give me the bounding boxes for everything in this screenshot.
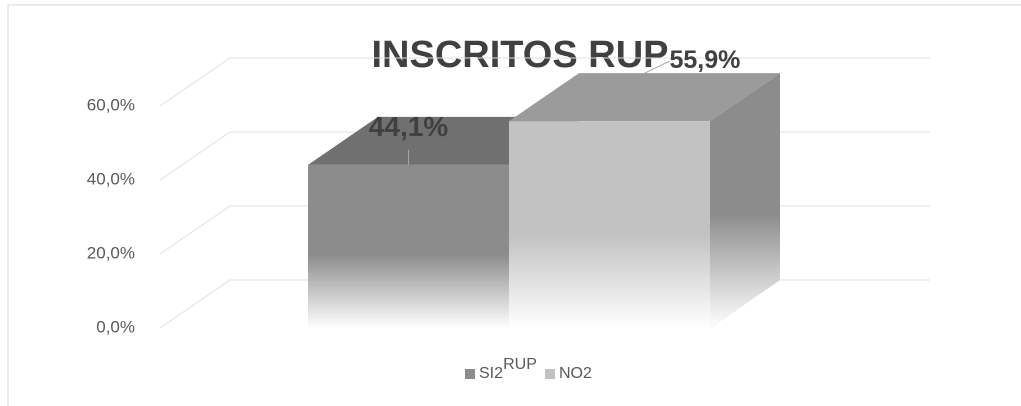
legend-swatch — [545, 369, 555, 379]
grid-line — [159, 57, 930, 107]
y-tick-label: 0,0% — [96, 317, 135, 336]
legend-label: NO2 — [559, 365, 592, 382]
legend-swatch — [465, 369, 475, 379]
bar-front-fade — [509, 121, 710, 328]
x-tick-label: RUP — [503, 356, 537, 373]
y-tick-label: 40,0% — [87, 169, 135, 188]
chart-title: INSCRITOS RUP — [371, 34, 668, 76]
data-label: 55,9% — [670, 46, 741, 74]
data-label: 44,1% — [369, 111, 448, 142]
bar-top — [509, 73, 780, 122]
bar — [509, 73, 780, 328]
chart-border — [7, 4, 1021, 406]
bar-side-fade — [710, 73, 780, 328]
bar-front-fade — [308, 164, 509, 328]
y-tick-label: 20,0% — [87, 243, 135, 262]
legend-label: SI2 — [479, 365, 503, 382]
leader-line — [644, 60, 670, 74]
y-tick-label: 60,0% — [87, 95, 135, 114]
